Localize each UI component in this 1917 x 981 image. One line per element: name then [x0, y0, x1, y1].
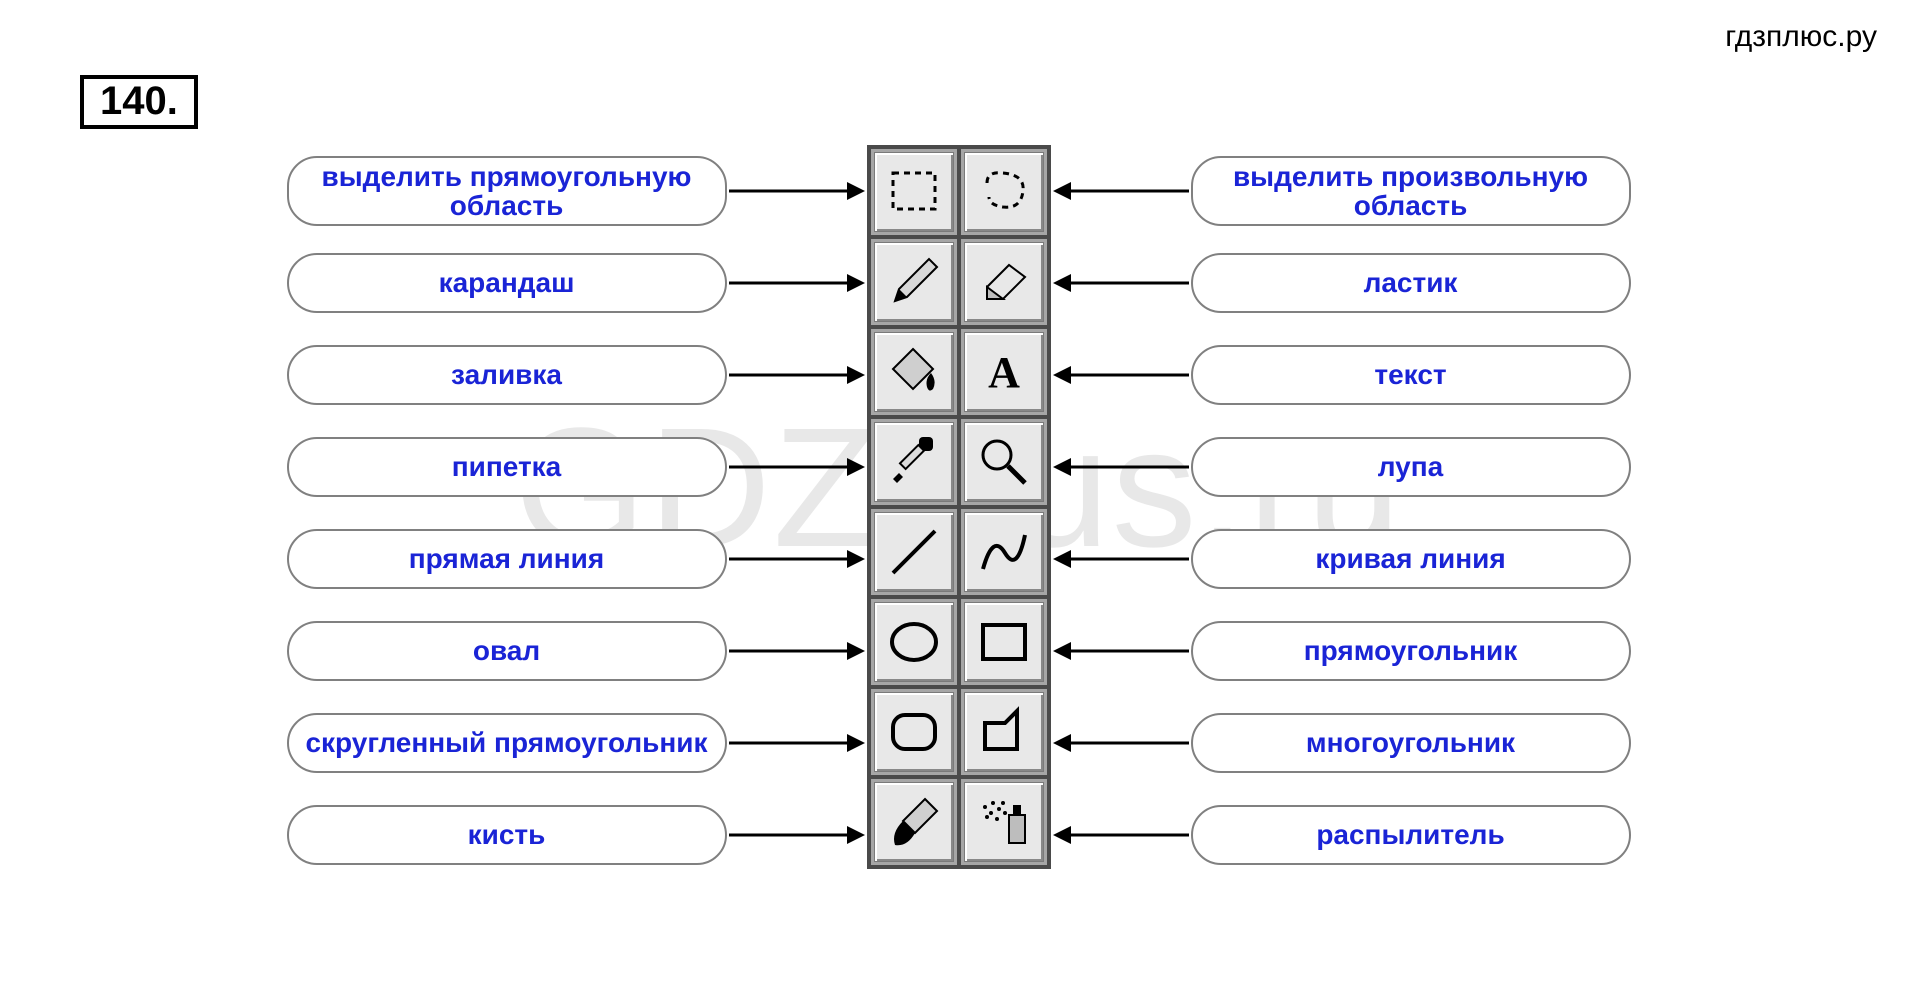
arrow-right-1 [727, 268, 867, 298]
line-icon [885, 523, 943, 581]
brush-icon [885, 793, 943, 851]
label-fill: заливка [287, 345, 727, 405]
row-right-6: многоугольник [1051, 697, 1631, 789]
label-pencil: карандаш [287, 253, 727, 313]
tool-polygon[interactable] [959, 687, 1049, 777]
arrow-right-0 [727, 176, 867, 206]
arrow-right-5 [727, 636, 867, 666]
tool-oval[interactable] [869, 597, 959, 687]
arrow-left-5 [1051, 636, 1191, 666]
label-eyedropper: пипетка [287, 437, 727, 497]
tool-column-left [869, 147, 959, 867]
label-line: прямая линия [287, 529, 727, 589]
tool-curve[interactable] [959, 507, 1049, 597]
rounded-rect-icon [885, 703, 943, 761]
tool-column-right: A [959, 147, 1049, 867]
svg-text:A: A [988, 348, 1020, 397]
watermark-top: гдзплюс.ру [1725, 20, 1877, 54]
row-right-4: кривая линия [1051, 513, 1631, 605]
label-text: текст [1191, 345, 1631, 405]
oval-icon [885, 613, 943, 671]
arrow-left-0 [1051, 176, 1191, 206]
row-left-5: овал [287, 605, 867, 697]
tool-spray[interactable] [959, 777, 1049, 867]
arrow-right-3 [727, 452, 867, 482]
tool-line[interactable] [869, 507, 959, 597]
label-eraser: ластик [1191, 253, 1631, 313]
row-left-4: прямая линия [287, 513, 867, 605]
magnifier-icon [975, 433, 1033, 491]
label-polygon: многоугольник [1191, 713, 1631, 773]
label-rounded-rect: скругленный прямоугольник [287, 713, 727, 773]
label-curve: кривая линия [1191, 529, 1631, 589]
tool-pencil[interactable] [869, 237, 959, 327]
arrow-left-6 [1051, 728, 1191, 758]
tool-text[interactable]: A [959, 327, 1049, 417]
arrow-right-4 [727, 544, 867, 574]
row-right-7: распылитель [1051, 789, 1631, 881]
tool-brush[interactable] [869, 777, 959, 867]
eraser-icon [975, 253, 1033, 311]
label-magnifier: лупа [1191, 437, 1631, 497]
label-oval: овал [287, 621, 727, 681]
arrow-right-7 [727, 820, 867, 850]
tool-eyedropper[interactable] [869, 417, 959, 507]
fill-icon [885, 343, 943, 401]
row-left-7: кисть [287, 789, 867, 881]
tool-rounded-rect[interactable] [869, 687, 959, 777]
spray-icon [975, 793, 1033, 851]
tool-free-select[interactable] [959, 147, 1049, 237]
label-rect-select: выделить прямоугольную область [287, 156, 727, 227]
label-spray: распылитель [1191, 805, 1631, 865]
tool-rect-select[interactable] [869, 147, 959, 237]
tool-fill[interactable] [869, 327, 959, 417]
row-right-5: прямоугольник [1051, 605, 1631, 697]
arrow-left-7 [1051, 820, 1191, 850]
row-left-0: выделить прямоугольную область [287, 145, 867, 237]
label-free-select: выделить произвольную область [1191, 156, 1631, 227]
free-select-icon [975, 163, 1033, 221]
row-left-1: карандаш [287, 237, 867, 329]
label-brush: кисть [287, 805, 727, 865]
tool-palette: A [867, 145, 1051, 869]
task-number: 140. [80, 75, 198, 129]
row-left-3: пипетка [287, 421, 867, 513]
arrow-left-2 [1051, 360, 1191, 390]
tool-rectangle[interactable] [959, 597, 1049, 687]
text-icon: A [975, 343, 1033, 401]
row-right-1: ластик [1051, 237, 1631, 329]
polygon-icon [975, 703, 1033, 761]
curve-icon [975, 523, 1033, 581]
arrow-left-3 [1051, 452, 1191, 482]
tool-magnifier[interactable] [959, 417, 1049, 507]
tool-eraser[interactable] [959, 237, 1049, 327]
pencil-icon [885, 253, 943, 311]
matching-diagram: выделить прямоугольную область карандаш … [287, 145, 1631, 881]
row-right-2: текст [1051, 329, 1631, 421]
eyedropper-icon [885, 433, 943, 491]
row-left-2: заливка [287, 329, 867, 421]
arrow-left-4 [1051, 544, 1191, 574]
row-right-3: лупа [1051, 421, 1631, 513]
row-right-0: выделить произвольную область [1051, 145, 1631, 237]
arrow-right-2 [727, 360, 867, 390]
label-rectangle: прямоугольник [1191, 621, 1631, 681]
arrow-left-1 [1051, 268, 1191, 298]
row-left-6: скругленный прямоугольник [287, 697, 867, 789]
arrow-right-6 [727, 728, 867, 758]
rect-select-icon [885, 163, 943, 221]
rectangle-icon [975, 613, 1033, 671]
